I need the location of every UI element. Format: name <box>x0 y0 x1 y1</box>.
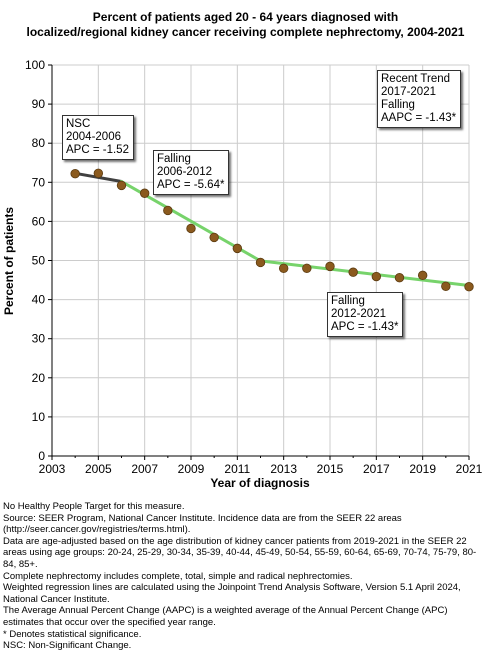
x-tick-label: 2007 <box>131 462 158 476</box>
footnote-significance: * Denotes statistical significance. <box>3 628 142 640</box>
x-tick-label: 2005 <box>85 462 112 476</box>
annotation-falling-2006-2012-line-2: 2006-2012 <box>157 166 212 178</box>
data-point-2009 <box>186 223 196 234</box>
annotation-falling-2012-2021-line-2: 2012-2021 <box>331 308 386 320</box>
footnote-healthy-people: No Healthy People Target for this measur… <box>3 501 185 512</box>
data-point-2020 <box>441 281 451 292</box>
annotation-nsc-line-1: NSC <box>66 118 91 130</box>
y-tick-label: 90 <box>32 97 46 111</box>
data-point-2019 <box>417 270 428 281</box>
y-tick-label: 70 <box>32 175 46 189</box>
data-point-2014 <box>302 263 312 274</box>
footnote-aapc: The Average Annual Percent Change (AAPC)… <box>3 605 448 628</box>
annotation-recent-trend-line-3: Falling <box>381 99 415 111</box>
data-point-2006 <box>116 180 127 191</box>
y-tick-label: 60 <box>32 214 46 228</box>
y-tick-label: 50 <box>32 254 46 268</box>
data-point-2008 <box>163 205 173 216</box>
footnote-source: Source: SEER Program, National Cancer In… <box>3 512 402 536</box>
data-point-2016 <box>348 267 358 277</box>
footnote-age-adjustment: Data are age-adjusted based on the age d… <box>3 535 477 570</box>
x-tick-label: 2009 <box>178 462 205 476</box>
data-point-2021 <box>464 281 474 292</box>
annotation-falling-2006-2012-line-3: APC = -5.64* <box>157 179 225 191</box>
y-tick-label: 20 <box>32 371 46 385</box>
annotation-recent-trend: Recent Trend 2017-2021 Falling AAPC = -1… <box>377 70 462 128</box>
data-point-2013 <box>278 263 289 274</box>
line-chart: 0 10 20 30 40 50 60 70 80 90 100 2003 2005 2007 2009 20… <box>2 58 483 490</box>
data-point-2015 <box>325 261 335 272</box>
y-tick-label: 80 <box>32 136 46 150</box>
x-tick-label: 2015 <box>317 462 344 476</box>
y-tick-label: 0 <box>38 449 45 463</box>
data-points <box>70 168 474 292</box>
data-point-2012 <box>255 257 266 268</box>
y-tick-label: 10 <box>32 410 46 424</box>
y-tick-label: 30 <box>32 332 46 346</box>
annotation-falling-2006-2012-line-1: Falling <box>157 153 191 165</box>
data-point-2005 <box>93 168 104 179</box>
x-axis-title: Year of diagnosis <box>210 476 310 490</box>
x-tick-label: 2003 <box>39 462 66 476</box>
y-axis-title: Percent of patients <box>2 207 16 315</box>
y-tick-label: 100 <box>25 58 45 72</box>
annotation-falling-2012-2021: Falling 2012-2021 APC = -1.43* <box>327 292 404 337</box>
x-tick-label: 2021 <box>456 462 483 476</box>
axes: 0 10 20 30 40 50 60 70 80 90 100 2003 2005 2007 2009 20… <box>25 58 483 476</box>
data-point-2018 <box>394 273 405 283</box>
chart-title-line-2: localized/regional kidney cancer receivi… <box>26 25 465 39</box>
trend-line-segment-3 <box>259 259 471 287</box>
annotation-recent-trend-line-2: 2017-2021 <box>381 86 436 98</box>
x-tick-label: 2011 <box>224 462 250 476</box>
annotation-falling-2012-2021-line-3: APC = -1.43* <box>331 321 399 333</box>
data-point-2007 <box>139 188 150 198</box>
annotation-falling-2006-2012: Falling 2006-2012 APC = -5.64* <box>153 150 230 195</box>
annotation-falling-2012-2021-line-1: Falling <box>331 295 365 307</box>
chart-title: Percent of patients aged 20 - 64 years d… <box>0 10 491 40</box>
annotation-nsc: NSC 2004-2006 APC = -1.52 <box>62 115 134 160</box>
footnote-regression: Weighted regression lines are calculated… <box>3 582 461 605</box>
annotation-nsc-line-3: APC = -1.52 <box>66 144 129 156</box>
y-tick-label: 40 <box>32 293 46 307</box>
x-tick-label: 2017 <box>363 462 390 476</box>
data-point-2004 <box>70 168 80 179</box>
grid-lines <box>51 64 470 457</box>
x-tick-label: 2013 <box>270 462 297 476</box>
data-point-2010 <box>209 232 219 243</box>
annotation-recent-trend-line-4: AAPC = -1.43* <box>381 112 457 124</box>
annotation-nsc-line-2: 2004-2006 <box>66 131 121 143</box>
footnote-nephrectomy-definition: Complete nephrectomy includes complete, … <box>3 570 353 582</box>
data-point-2017 <box>371 271 382 282</box>
x-tick-label: 2019 <box>409 462 436 476</box>
chart-title-line-1: Percent of patients aged 20 - 64 years d… <box>92 10 399 24</box>
footnotes: No Healthy People Target for this measur… <box>3 501 489 652</box>
annotation-recent-trend-line-1: Recent Trend <box>381 73 451 85</box>
data-point-2011 <box>232 243 243 254</box>
